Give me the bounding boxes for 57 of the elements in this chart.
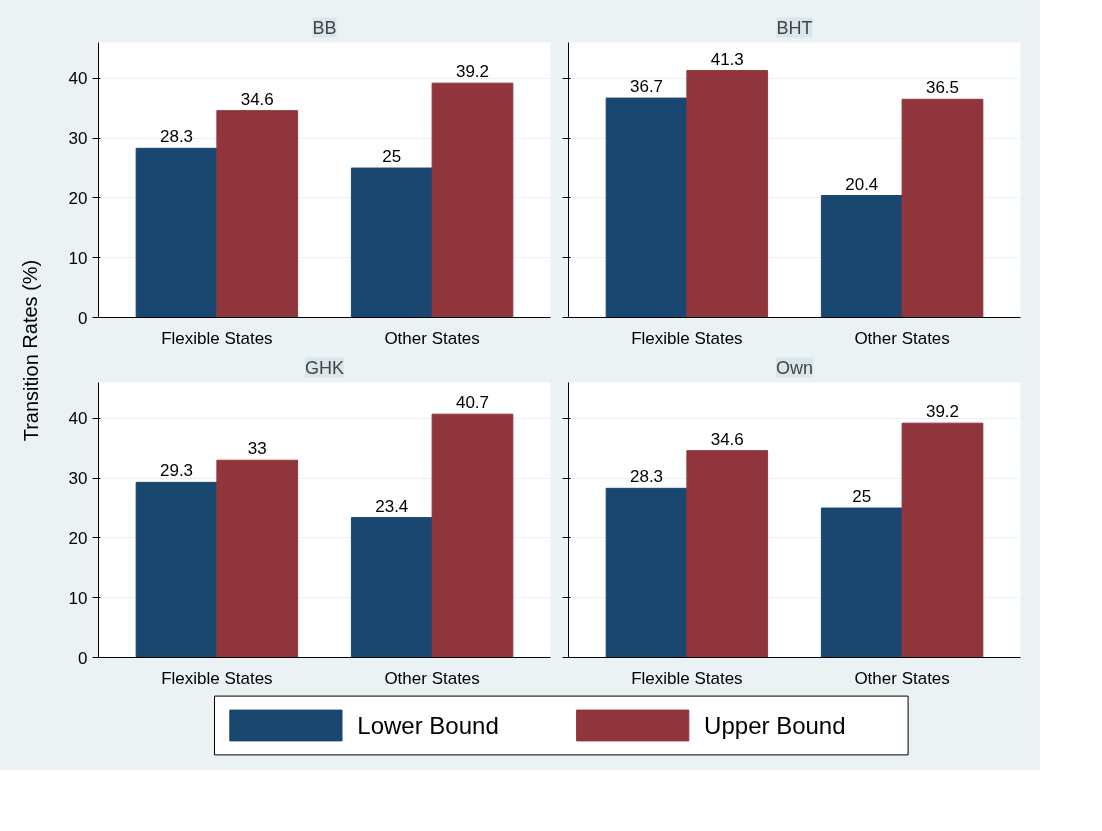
y-tick-label: 0 <box>78 648 88 668</box>
bar <box>901 422 984 658</box>
bar <box>605 97 688 318</box>
x-tick-label: Flexible States <box>161 668 273 688</box>
data-label: 28.3 <box>629 467 664 487</box>
y-tick-label: 20 <box>68 188 88 208</box>
bar <box>820 507 903 658</box>
data-label: 23.4 <box>375 496 409 516</box>
data-label: 39.2 <box>925 402 960 422</box>
y-tick-label: 10 <box>68 248 88 268</box>
chart-title: BB <box>312 17 337 38</box>
bar <box>135 481 218 658</box>
data-label: 28.3 <box>159 127 194 147</box>
bar <box>216 459 299 658</box>
data-label: 34.6 <box>240 89 274 109</box>
data-label: 34.6 <box>710 429 744 449</box>
x-tick-label: Other States <box>854 668 950 688</box>
bar <box>350 167 433 318</box>
bar <box>135 147 218 318</box>
bar <box>350 517 433 658</box>
x-tick-label: Other States <box>384 668 480 688</box>
bar <box>216 110 299 318</box>
bar <box>431 82 514 318</box>
legend-label: Upper Bound <box>704 712 846 739</box>
bar <box>901 98 984 318</box>
y-tick-label: 10 <box>68 588 88 608</box>
data-label: 20.4 <box>845 174 879 194</box>
y-tick-label: 40 <box>68 69 88 89</box>
y-tick-label: 0 <box>78 308 88 328</box>
x-tick-label: Flexible States <box>631 668 743 688</box>
x-tick-label: Other States <box>854 328 950 348</box>
y-tick-label: 20 <box>68 528 88 548</box>
data-label: 25 <box>852 487 872 507</box>
y-tick-label: 30 <box>68 469 88 489</box>
y-axis-title: Transition Rates (%) <box>19 259 42 442</box>
y-tick-label: 30 <box>68 129 88 149</box>
y-tick-label: 40 <box>68 409 88 429</box>
bar <box>431 413 514 658</box>
x-tick-label: Other States <box>384 328 480 348</box>
data-label: 25 <box>382 147 402 167</box>
data-label: 40.7 <box>455 393 490 413</box>
bar <box>820 195 903 318</box>
chart-title: GHK <box>305 357 345 378</box>
legend-label: Lower Bound <box>357 712 499 739</box>
bar <box>605 487 688 658</box>
data-label: 39.2 <box>455 62 490 82</box>
x-tick-label: Flexible States <box>631 328 743 348</box>
bar <box>686 70 769 318</box>
data-label: 29.3 <box>159 461 194 481</box>
data-label: 36.5 <box>925 78 960 98</box>
chart-title: Own <box>775 357 814 378</box>
data-label: 36.7 <box>629 77 664 97</box>
x-tick-label: Flexible States <box>161 328 273 348</box>
data-label: 41.3 <box>710 49 744 69</box>
chart-title: BHT <box>776 17 813 38</box>
bar <box>686 450 769 658</box>
data-label: 33 <box>247 439 267 459</box>
